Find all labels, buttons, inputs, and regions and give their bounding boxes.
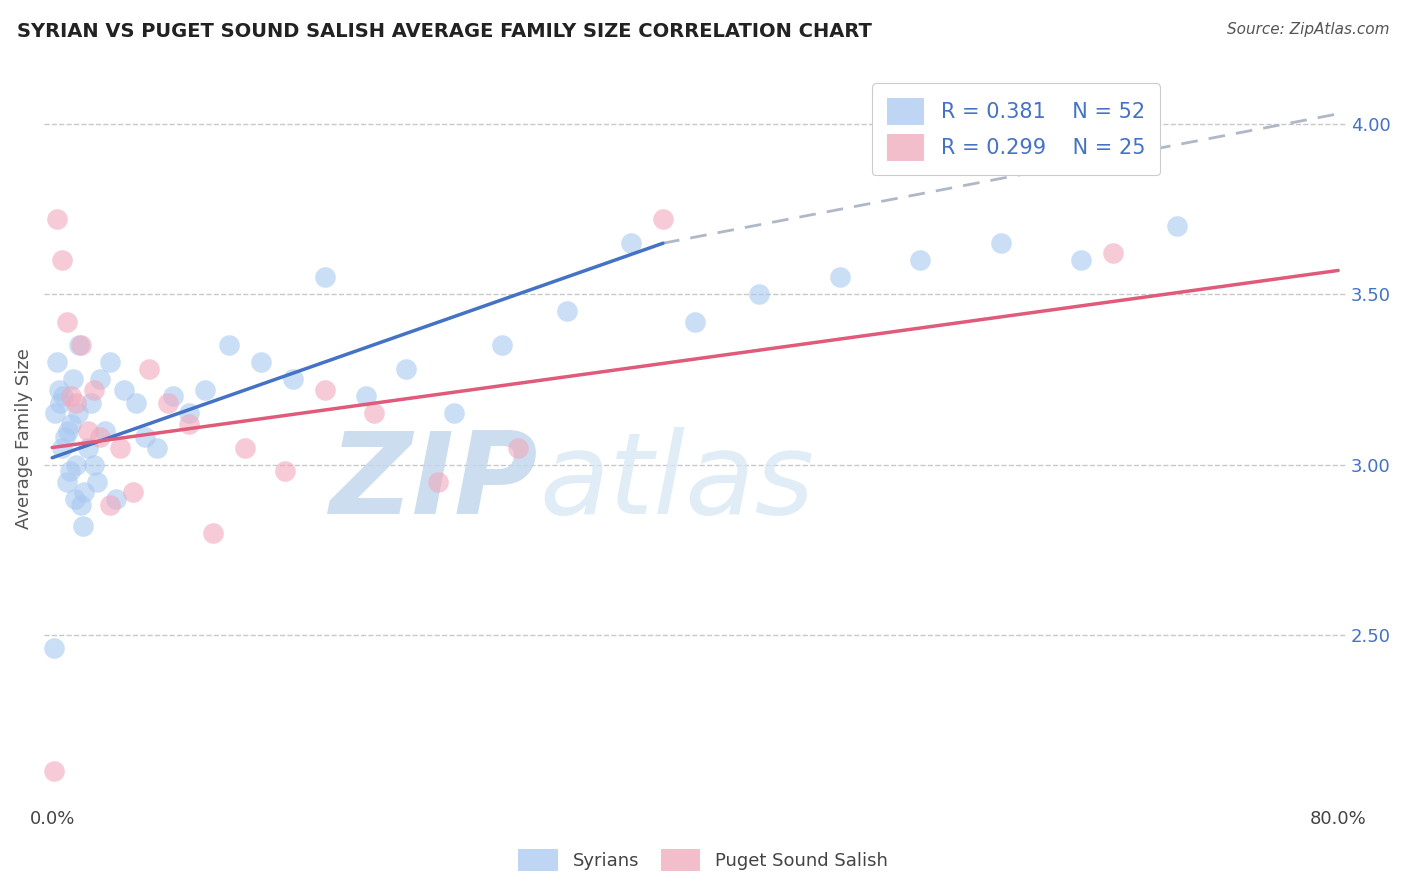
Point — [908, 253, 931, 268]
Point — [990, 236, 1012, 251]
Point — [72, 519, 94, 533]
Point — [89, 372, 111, 386]
Point — [60, 389, 83, 403]
Point — [314, 270, 336, 285]
Point — [491, 338, 513, 352]
Point — [683, 314, 706, 328]
Point — [94, 424, 117, 438]
Point — [66, 407, 89, 421]
Point — [62, 372, 84, 386]
Point — [80, 396, 103, 410]
Point — [218, 338, 240, 352]
Point — [98, 355, 121, 369]
Point — [53, 430, 76, 444]
Point — [314, 383, 336, 397]
Point — [63, 491, 86, 506]
Point — [108, 441, 131, 455]
Text: ZIP: ZIP — [330, 427, 538, 539]
Point — [354, 389, 377, 403]
Point — [201, 525, 224, 540]
Point — [105, 491, 128, 506]
Point — [233, 441, 256, 455]
Point — [42, 641, 65, 656]
Text: Source: ZipAtlas.com: Source: ZipAtlas.com — [1226, 22, 1389, 37]
Point — [69, 338, 91, 352]
Point — [620, 236, 643, 251]
Legend: R = 0.381    N = 52, R = 0.299    N = 25: R = 0.381 N = 52, R = 0.299 N = 25 — [872, 83, 1160, 176]
Point — [73, 484, 96, 499]
Point — [1102, 246, 1125, 260]
Point — [98, 499, 121, 513]
Point — [162, 389, 184, 403]
Point — [51, 253, 73, 268]
Point — [52, 389, 75, 403]
Point — [1070, 253, 1092, 268]
Point — [194, 383, 217, 397]
Point — [46, 355, 69, 369]
Point — [86, 475, 108, 489]
Point — [60, 417, 83, 431]
Point — [42, 764, 65, 778]
Point — [156, 396, 179, 410]
Point — [70, 499, 93, 513]
Text: SYRIAN VS PUGET SOUND SALISH AVERAGE FAMILY SIZE CORRELATION CHART: SYRIAN VS PUGET SOUND SALISH AVERAGE FAM… — [17, 22, 872, 41]
Point — [121, 484, 143, 499]
Y-axis label: Average Family Size: Average Family Size — [15, 349, 32, 530]
Point — [426, 475, 449, 489]
Point — [83, 383, 105, 397]
Point — [395, 362, 418, 376]
Point — [46, 212, 69, 227]
Point — [48, 383, 70, 397]
Point — [134, 430, 156, 444]
Text: atlas: atlas — [538, 427, 814, 539]
Point — [1166, 219, 1188, 234]
Point — [145, 441, 167, 455]
Point — [363, 407, 385, 421]
Point — [555, 304, 578, 318]
Point — [55, 314, 77, 328]
Point — [828, 270, 851, 285]
Point — [83, 458, 105, 472]
Point — [283, 372, 305, 386]
Point — [114, 383, 136, 397]
Point — [443, 407, 465, 421]
Point — [177, 407, 200, 421]
Point — [65, 458, 87, 472]
Point — [508, 441, 530, 455]
Point — [65, 396, 87, 410]
Point — [250, 355, 273, 369]
Point — [58, 424, 80, 438]
Point — [177, 417, 200, 431]
Point — [76, 441, 98, 455]
Point — [55, 475, 77, 489]
Point — [89, 430, 111, 444]
Point — [70, 338, 93, 352]
Point — [51, 441, 73, 455]
Point — [138, 362, 160, 376]
Point — [59, 464, 82, 478]
Point — [125, 396, 148, 410]
Point — [274, 464, 297, 478]
Point — [748, 287, 770, 301]
Point — [49, 396, 72, 410]
Legend: Syrians, Puget Sound Salish: Syrians, Puget Sound Salish — [512, 842, 894, 879]
Point — [44, 407, 66, 421]
Point — [76, 424, 98, 438]
Point — [652, 212, 675, 227]
